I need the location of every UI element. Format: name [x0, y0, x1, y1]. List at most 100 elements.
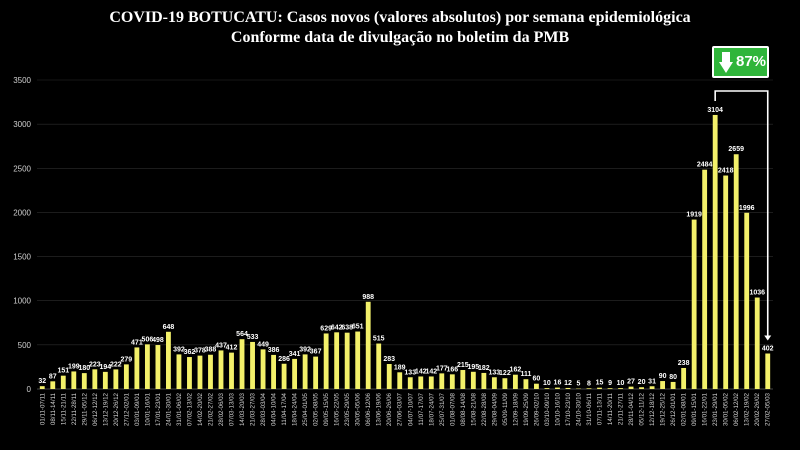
x-tick-label: 24/10-30/10: [575, 392, 582, 426]
bar: [60, 375, 66, 389]
bar: [660, 381, 666, 389]
x-tick-label: 31/01-06/02: [176, 392, 183, 426]
y-tick-label: 3500: [13, 76, 31, 85]
data-label: 629: [320, 325, 332, 332]
bar: [733, 154, 739, 389]
data-label: 648: [163, 324, 175, 331]
x-tick-label: 14/02-20/02: [197, 392, 204, 426]
data-label: 15: [596, 380, 604, 387]
x-tick-label: 09/01-15/01: [691, 392, 698, 426]
x-tick-label: 22/08-28/08: [481, 392, 488, 426]
x-tick-label: 07/02-13/02: [186, 392, 193, 426]
bar: [323, 333, 329, 389]
bar: [523, 379, 529, 389]
bar: [250, 341, 255, 389]
data-label: 378: [194, 348, 206, 355]
data-label: 2484: [697, 162, 713, 169]
bar: [355, 331, 361, 389]
x-tick-label: 14/03-20/03: [239, 392, 246, 426]
x-tick-label: 27/06-03/07: [397, 392, 404, 426]
data-label: 2659: [728, 146, 744, 153]
x-tick-label: 13/02-19/02: [744, 392, 751, 426]
y-axis: 0 500 1000 1500 2000 2500 3000 3500: [13, 76, 773, 394]
x-tick-label: 01/11-07/11: [39, 392, 46, 425]
data-label: 651: [352, 324, 364, 331]
data-label: 9: [608, 380, 612, 387]
bar: [166, 331, 171, 389]
chart-title: COVID-19 BOTUCATU: Casos novos (valores …: [109, 9, 691, 26]
bar: [176, 354, 182, 389]
data-label: 122: [499, 370, 511, 377]
x-tick-label: 03/01-09/01: [134, 392, 141, 426]
decline-annotation: [714, 90, 772, 341]
bar: [271, 354, 276, 389]
data-label: 638: [341, 325, 353, 332]
x-tick-label: 02/05-08/05: [313, 392, 320, 426]
x-tick-label: 14/11-20/11: [607, 392, 614, 425]
x-tick-label: 07/03-13/03: [229, 392, 236, 426]
data-label: 133: [489, 369, 501, 376]
x-tick-label: 08/08-14/08: [460, 392, 467, 426]
x-tick-label: 17/10-23/10: [565, 392, 572, 426]
x-tick-label: 08/11-14/11: [50, 392, 57, 425]
x-tick-label: 31/10-06/11: [586, 392, 593, 425]
data-label: 32: [38, 378, 46, 385]
bar: [512, 374, 518, 389]
bar: [218, 350, 224, 389]
bar: [229, 352, 234, 389]
x-tick-label: 30/05-05/06: [355, 392, 362, 426]
bar: [334, 332, 340, 389]
y-tick-label: 2500: [13, 164, 31, 173]
bar: [649, 386, 655, 389]
x-tick-label: 18/07-24/07: [428, 392, 435, 426]
x-tick-label: 13/06-19/06: [376, 392, 383, 426]
data-label: 90: [659, 373, 667, 380]
data-label: 1919: [686, 212, 702, 219]
x-tick-label: 09/05-15/05: [323, 392, 330, 426]
data-labels: 3287151199180223194222279471506498648392…: [38, 107, 773, 388]
data-label: 20: [638, 379, 646, 386]
bar: [397, 372, 403, 389]
bar: [386, 364, 392, 389]
bar: [491, 377, 497, 389]
x-tick-label: 06/02-12/02: [733, 392, 740, 426]
data-label: 392: [173, 346, 185, 353]
bar: [534, 383, 539, 389]
data-label: 10: [543, 380, 551, 387]
x-tick-label: 23/05-29/05: [344, 392, 351, 426]
data-label: 437: [215, 342, 227, 349]
data-label: 111: [520, 371, 531, 378]
bar: [92, 369, 98, 389]
x-tick-label: 26/09-02/10: [533, 392, 540, 426]
bar: [544, 388, 550, 389]
bar: [702, 169, 708, 389]
data-label: 199: [68, 363, 80, 370]
x-tick-label: 11/07-17/07: [418, 392, 425, 425]
y-tick-label: 1500: [13, 253, 31, 262]
x-tick-label: 27/12-02/01: [123, 392, 130, 426]
y-tick-label: 3000: [13, 120, 31, 129]
data-label: 222: [110, 361, 122, 368]
x-tick-label: 26/12-01/01: [670, 392, 677, 426]
bar: [50, 381, 56, 389]
bar: [765, 353, 771, 389]
x-tick-label: 28/03-03/04: [260, 392, 267, 426]
bar: [239, 339, 245, 389]
data-label: 12: [564, 380, 572, 387]
bar: [39, 386, 45, 389]
x-tick-label: 12/12-18/12: [649, 392, 656, 426]
bar: [313, 356, 319, 389]
x-tick-label: 21/03-27/03: [250, 392, 257, 426]
data-label: 162: [510, 367, 522, 374]
x-tick-label: 12/09-18/09: [512, 392, 519, 426]
x-tick-label: 11/04-17/04: [281, 392, 288, 425]
x-tick-label: 15/08-21/08: [470, 392, 477, 426]
bar: [565, 387, 571, 389]
bar: [344, 332, 350, 389]
x-tick-label: 10/10-16/10: [554, 392, 561, 426]
arrow-down-icon: [719, 52, 733, 73]
x-tick-label: 05/09-11/09: [502, 392, 509, 425]
x-tick-label: 13/12-19/12: [102, 392, 109, 426]
